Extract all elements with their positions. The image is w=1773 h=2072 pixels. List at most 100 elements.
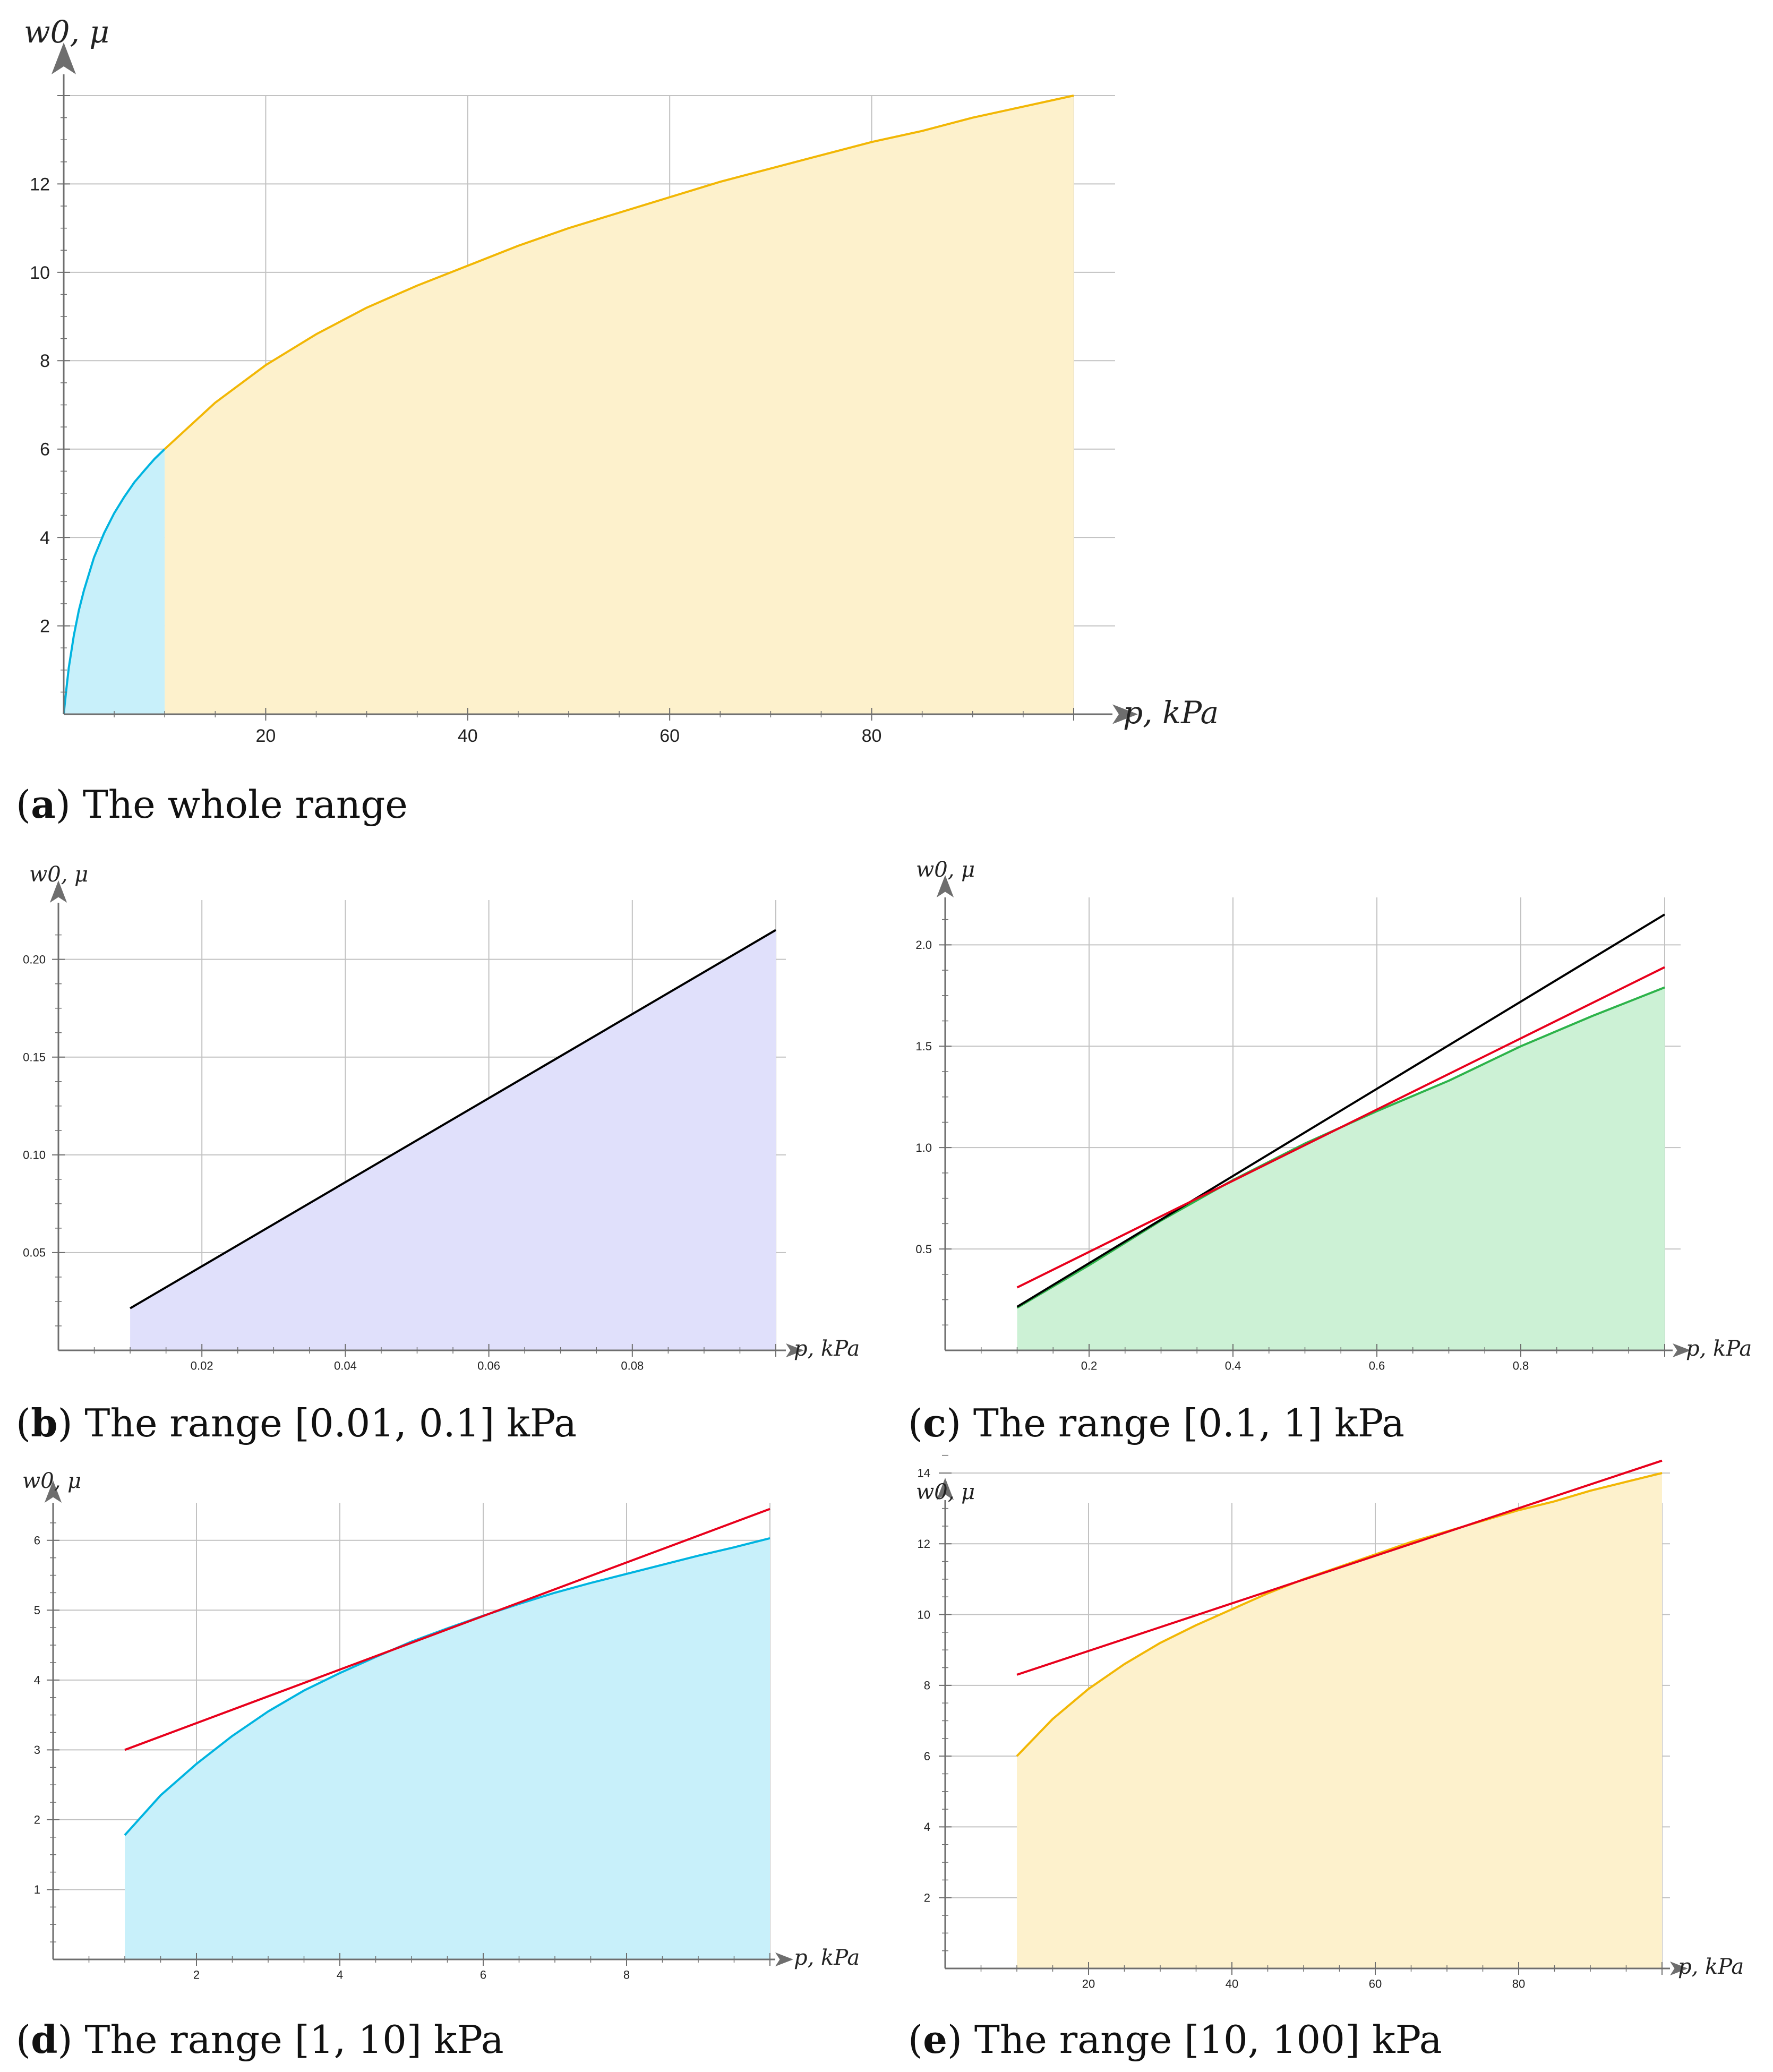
y-axis-label: w0, μ	[29, 862, 88, 887]
y-tick-label: 2	[40, 616, 50, 636]
caption-paren-close: )	[946, 1401, 961, 1445]
x-tick-label: 20	[1082, 1977, 1095, 1991]
caption-paren-close: )	[57, 1401, 72, 1445]
panel-c: 0.2 0.4 0.6 0.8 0.5 1.0 1.5 2.0 p, kPa w0, μ (c) T…	[908, 858, 1752, 1445]
x-tick-label: 0.06	[477, 1359, 500, 1373]
y-tick-label: 1	[34, 1883, 40, 1896]
caption-letter: c	[923, 1400, 946, 1445]
series-fill-e-0	[1017, 1473, 1662, 1968]
caption-text: The range [10, 100] kPa	[962, 2017, 1442, 2062]
x-axis-label: p, kPa	[794, 1946, 860, 1970]
y-tick-label: 1.5	[915, 1040, 932, 1053]
y-tick-label: 8	[924, 1679, 930, 1692]
x-tick-label: 2	[193, 1968, 200, 1982]
panel-e: 20 40 60 80 2 4 6 8 10 12 14 p, kPa w0, μ (e) The ran…	[908, 1454, 1744, 2062]
y-tick-label: 4	[40, 528, 50, 548]
y-tick-label: 12	[918, 1537, 930, 1551]
y-axis-arrow-icon	[49, 880, 67, 903]
x-tick-label: 80	[862, 726, 882, 746]
x-tick-label: 8	[623, 1968, 630, 1982]
y-tick-label: 3	[34, 1743, 40, 1757]
y-tick-label: 2.0	[915, 938, 932, 952]
x-axis-label: p, kPa	[1678, 1955, 1744, 1979]
y-tick-label: 1.0	[915, 1141, 932, 1154]
x-axis-arrow-icon	[775, 1952, 793, 1967]
axes-b: 0.02 0.04 0.06 0.08 0.05 0.10 0.15 0.20	[23, 880, 804, 1373]
y-tick-label: 0.10	[23, 1149, 46, 1162]
caption-text: The whole range	[71, 782, 408, 827]
x-tick-label: 0.2	[1081, 1359, 1098, 1373]
series-line-d-1	[124, 1508, 770, 1751]
x-axis-label: p, kPa	[1123, 695, 1219, 731]
y-tick-label: 5	[34, 1604, 40, 1617]
x-tick-label: 40	[1226, 1977, 1238, 1991]
caption-paren-open: (	[16, 1401, 31, 1445]
y-tick-label: 10	[30, 263, 50, 283]
x-axis-arrow-icon	[786, 1343, 804, 1358]
y-tick-label: 2	[924, 1891, 930, 1904]
y-tick-label: 6	[924, 1750, 930, 1763]
series-line-a-0	[63, 448, 166, 715]
x-tick-label: 6	[480, 1968, 486, 1982]
y-tick-label: 2	[34, 1813, 40, 1827]
caption-paren-close: )	[947, 2017, 962, 2062]
x-tick-label: 80	[1512, 1977, 1525, 1991]
y-axis-label: w0, μ	[916, 858, 975, 882]
y-tick-label: 14	[918, 1467, 930, 1480]
caption-c: (c) The range [0.1, 1] kPa	[908, 1400, 1404, 1445]
x-tick-label: 0.08	[621, 1359, 644, 1373]
caption-text: The range [0.01, 0.1] kPa	[73, 1401, 577, 1445]
series-fill-a-1	[165, 96, 1074, 714]
y-axis-arrow-icon	[44, 1480, 62, 1503]
y-tick-label: 10	[918, 1608, 930, 1621]
x-axis-label: p, kPa	[1686, 1337, 1752, 1361]
caption-paren-open: (	[16, 2017, 31, 2062]
y-tick-label: 8	[40, 351, 50, 371]
x-axis-arrow-icon	[1670, 1961, 1688, 1976]
x-tick-label: 0.6	[1369, 1359, 1385, 1373]
y-tick-label: 6	[34, 1534, 40, 1547]
y-axis-label: w0, μ	[24, 14, 109, 50]
series-line-a-1	[164, 95, 1074, 450]
axes-d: 2 4 6 8 1 2 3 4 5 6	[34, 1480, 793, 1982]
x-tick-label: 0.02	[191, 1359, 213, 1373]
series-line-c-1	[1016, 913, 1666, 1308]
panel-b: 0.02 0.04 0.06 0.08 0.05 0.10 0.15 0.20 p, kPa w0…	[16, 862, 860, 1445]
x-tick-label: 40	[458, 726, 478, 746]
y-tick-label: 6	[40, 440, 50, 460]
y-tick-label: 4	[34, 1674, 40, 1687]
x-tick-label: 60	[1369, 1977, 1382, 1991]
caption-text: The range [1, 10] kPa	[73, 2017, 504, 2062]
caption-letter: b	[31, 1400, 57, 1445]
caption-a: (a) The whole range	[16, 782, 408, 827]
caption-paren-open: (	[908, 1401, 923, 1445]
series-fill-c-0	[1017, 987, 1665, 1350]
y-tick-label: 0.15	[23, 1050, 46, 1064]
series-fill-a-0	[64, 449, 165, 714]
series-fill-b-0	[130, 930, 776, 1350]
caption-e: (e) The range [10, 100] kPa	[908, 2017, 1442, 2062]
series-line-b-0	[130, 929, 777, 1309]
caption-b: (b) The range [0.01, 0.1] kPa	[16, 1400, 577, 1445]
caption-letter: a	[31, 782, 56, 827]
axes-a: 20 40 60 80 2 4 6 8 10 12	[30, 42, 1138, 746]
series-fill-d-0	[125, 1538, 770, 1959]
y-axis-label: w0, μ	[916, 1480, 975, 1504]
x-tick-label: 0.04	[334, 1359, 357, 1373]
panel-a: 20 40 60 80 2 4 6 8 10 12 p, kPa w0, μ (a) The whole…	[16, 14, 1219, 827]
x-tick-label: 20	[255, 726, 276, 746]
y-tick-label: 0.05	[23, 1246, 46, 1260]
caption-paren-open: (	[16, 782, 31, 827]
y-axis-label: w0, μ	[22, 1469, 81, 1493]
caption-paren-open: (	[908, 2017, 923, 2062]
y-axis-arrow-icon	[51, 42, 76, 74]
y-axis-arrow-icon	[936, 1478, 954, 1500]
axes-e: 20 40 60 80 2 4 6 8 10 12 14	[918, 1454, 1688, 1991]
caption-d: (d) The range [1, 10] kPa	[16, 2017, 504, 2062]
caption-letter: e	[923, 2017, 947, 2062]
caption-text: The range [0.1, 1] kPa	[961, 1401, 1404, 1445]
x-axis-arrow-icon	[1112, 704, 1138, 724]
series-line-e-1	[1016, 1459, 1663, 1676]
y-tick-label: 0.5	[915, 1243, 932, 1256]
